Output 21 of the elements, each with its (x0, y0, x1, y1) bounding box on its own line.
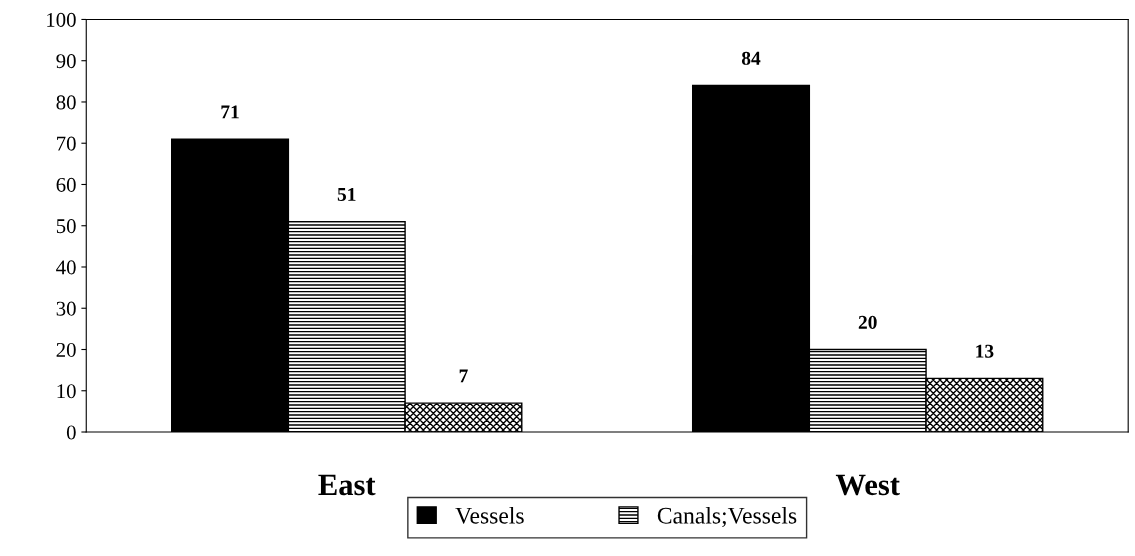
data-label: 20 (858, 315, 877, 329)
y-tick-label: 0 (66, 425, 76, 440)
data-label: 51 (337, 187, 356, 201)
y-tick-label: 60 (56, 177, 76, 192)
legend-label: Vessels (455, 507, 524, 524)
x-tick-label: West (835, 474, 900, 496)
data-label: 84 (741, 51, 761, 65)
data-label: 71 (221, 105, 239, 119)
y-tick-label: 50 (56, 219, 76, 234)
x-tick-label: East (318, 474, 376, 496)
y-tick-label: 30 (56, 301, 76, 316)
y-tick-label: 40 (56, 260, 76, 275)
y-tick-label: 90 (56, 54, 76, 69)
legend-label: Canals;Vessels (657, 507, 797, 528)
y-tick-label: 80 (56, 95, 76, 110)
y-tick-label: 100 (47, 12, 76, 27)
data-label: 7 (459, 369, 468, 383)
y-tick-label: 10 (57, 384, 76, 399)
data-label: 13 (976, 344, 994, 358)
y-tick-label: 70 (57, 136, 76, 151)
y-tick-label: 20 (56, 342, 76, 357)
